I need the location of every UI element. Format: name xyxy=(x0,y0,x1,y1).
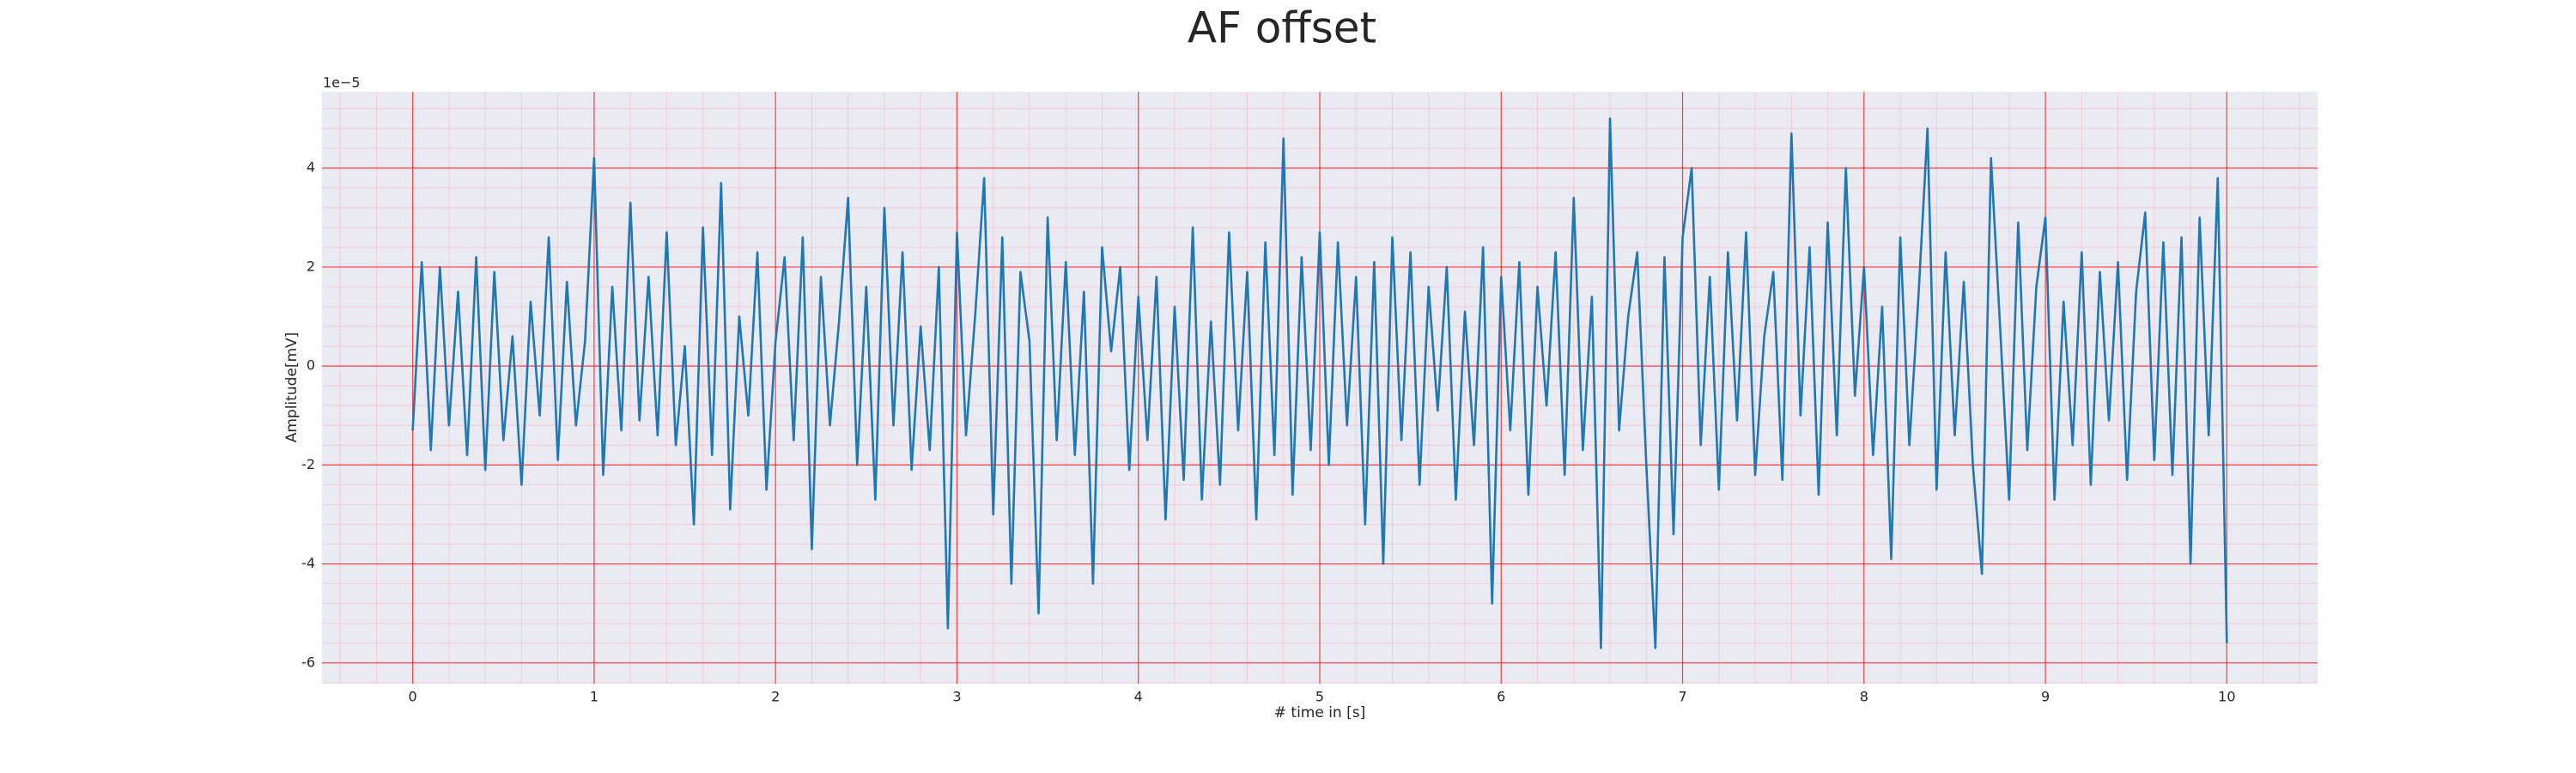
y-tick-label: -4 xyxy=(301,555,315,571)
y-tick-label: 4 xyxy=(307,159,315,175)
y-tick-label: -6 xyxy=(301,654,315,670)
data-line xyxy=(411,117,2228,649)
x-tick-label: 2 xyxy=(771,689,780,705)
chart-title: AF offset xyxy=(1188,3,1376,53)
y-axis-label: Amplitude[mV] xyxy=(283,332,301,443)
x-tick-label: 0 xyxy=(409,689,417,705)
x-tick-label: 1 xyxy=(590,689,598,705)
x-tick-label: 9 xyxy=(2041,689,2050,705)
x-tick-label: 7 xyxy=(1678,689,1686,705)
x-tick-label: 10 xyxy=(2218,689,2235,705)
x-tick-label: 3 xyxy=(952,689,961,705)
y-offset-label: 1e−5 xyxy=(323,75,361,91)
y-tick-label: 2 xyxy=(307,258,315,274)
y-tick-label: 0 xyxy=(307,357,315,374)
x-axis-label: # time in [s] xyxy=(1274,704,1365,721)
x-tick-label: 5 xyxy=(1315,689,1324,705)
x-tick-label: 6 xyxy=(1497,689,1505,705)
y-tick-label: -2 xyxy=(301,456,315,472)
x-tick-label: 4 xyxy=(1134,689,1143,705)
x-tick-label: 8 xyxy=(1860,689,1868,705)
